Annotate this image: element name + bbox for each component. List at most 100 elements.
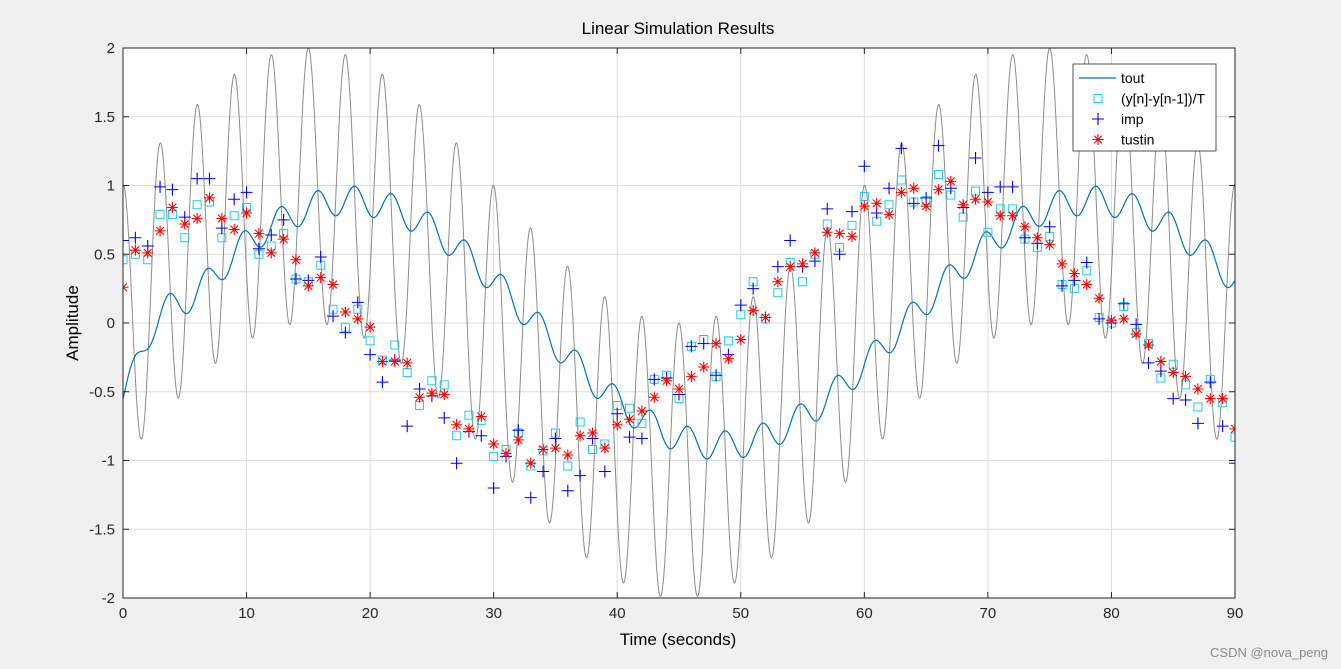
series-imp-point <box>685 340 698 353</box>
series-tustin-point <box>883 208 895 220</box>
series-imp-point <box>598 465 611 478</box>
series-tustin-point <box>821 226 833 238</box>
series-imp-point <box>1056 279 1069 292</box>
series-tustin-point <box>895 186 907 198</box>
markers-group <box>123 139 1235 504</box>
series-tustin-point <box>759 312 771 323</box>
series-imp-point <box>1043 220 1056 233</box>
series-tustin-point <box>1105 314 1117 326</box>
series-diff-point <box>427 376 437 386</box>
series-tustin-point <box>698 361 710 373</box>
series-tustin-point <box>1118 313 1130 325</box>
series-diff-point <box>390 340 400 350</box>
y-tick-label: 0.5 <box>94 246 115 263</box>
series-imp-point <box>561 484 574 497</box>
series-tustin-point <box>339 306 351 318</box>
series-diff-point <box>588 445 598 454</box>
series-tustin-point <box>512 434 524 446</box>
series-tustin-point <box>228 224 240 235</box>
series-tustin-point <box>735 334 747 345</box>
series-imp-point <box>1130 318 1143 331</box>
series-tustin-point <box>846 230 858 242</box>
series-diff-point <box>1230 432 1235 442</box>
chart-title: Linear Simulation Results <box>582 19 775 38</box>
y-tick-label: -1.5 <box>89 521 115 538</box>
series-tustin-point <box>722 353 734 365</box>
x-axis-label: Time (seconds) <box>620 630 737 649</box>
series-imp-point <box>1142 356 1155 369</box>
series-imp-point <box>351 296 364 309</box>
series-tustin-point <box>315 272 327 284</box>
legend-swatch-marker <box>1092 134 1104 145</box>
series-diff-point <box>439 380 449 390</box>
series-imp-point <box>154 180 167 193</box>
series-tustin-point <box>1019 221 1031 233</box>
series-tustin-point <box>129 244 141 256</box>
x-tick-label: 0 <box>119 605 127 622</box>
series-tustin-point <box>1167 367 1179 378</box>
x-tick-label: 50 <box>732 605 749 622</box>
series-tustin-point <box>562 449 574 461</box>
series-imp-point <box>1154 365 1167 378</box>
legend-label: imp <box>1121 111 1144 127</box>
series-tustin-point <box>537 444 549 455</box>
series-diff-point <box>847 220 857 230</box>
series-tustin-point <box>636 405 648 417</box>
y-tick-label: -1 <box>102 453 115 470</box>
series-tustin-point <box>747 305 759 317</box>
series-tustin-point <box>648 391 660 403</box>
series-imp-point <box>969 152 982 164</box>
series-imp-point <box>821 202 834 215</box>
series-tustin-point <box>673 383 685 395</box>
series-imp-point <box>537 465 550 478</box>
series-tustin-point <box>624 413 636 425</box>
series-tustin-point <box>241 207 253 219</box>
series-diff-point <box>464 410 474 420</box>
series-imp-point <box>289 273 302 285</box>
series-tustin-point <box>611 419 623 431</box>
series-diff-point <box>563 461 573 471</box>
series-diff-point <box>402 368 412 377</box>
series-imp-point <box>747 282 760 295</box>
series-tustin-point <box>253 228 265 240</box>
series-diff-point <box>489 451 499 461</box>
series-diff-point <box>1193 402 1203 412</box>
series-diff-point <box>365 336 375 346</box>
x-tick-label: 80 <box>1103 605 1120 622</box>
watermark: CSDN @nova_peng <box>1210 645 1328 660</box>
x-tick-label: 10 <box>238 605 255 622</box>
series-imp-point <box>1018 231 1031 244</box>
series-tustin-point <box>414 391 426 403</box>
series-tustin-point <box>772 276 784 288</box>
series-tustin-point <box>376 356 388 367</box>
series-tustin-point <box>1192 383 1204 395</box>
axis-ticks <box>122 47 1236 599</box>
series-imp-point <box>1006 180 1019 193</box>
series-tustin-point <box>525 457 537 469</box>
series-tustin-point <box>1056 258 1068 270</box>
series-imp-point <box>895 142 908 155</box>
series-tustin-point <box>463 423 475 435</box>
series-tustin-point <box>265 247 277 259</box>
x-tick-label: 30 <box>485 605 502 622</box>
series-tustin-point <box>1093 292 1105 304</box>
series-tustin-point <box>166 202 178 213</box>
series-imp-point <box>265 229 278 241</box>
series-diff-point <box>723 336 733 346</box>
series-tustin-point <box>142 247 154 259</box>
series-tustin-point <box>994 210 1006 222</box>
series-diff-point <box>933 170 943 179</box>
series-imp-point <box>1229 457 1235 470</box>
series-diff-point <box>884 200 894 210</box>
series-imp-point <box>771 260 784 273</box>
series-imp-point <box>376 376 389 389</box>
series-diff-point <box>155 209 165 219</box>
axis-tick-labels: 0 10 20 30 40 50 60 70 80 90 -2 -1.5 -1 -0.5 0 0.5 1 1.5 2 <box>89 40 1243 622</box>
series-tout-line <box>123 185 1235 460</box>
series-tustin-point <box>932 184 944 196</box>
series-imp-point <box>648 373 661 386</box>
y-tick-label: -2 <box>102 590 115 607</box>
series-diff-point <box>896 175 906 185</box>
series-diff-point <box>180 233 190 243</box>
series-diff-point <box>625 403 635 413</box>
